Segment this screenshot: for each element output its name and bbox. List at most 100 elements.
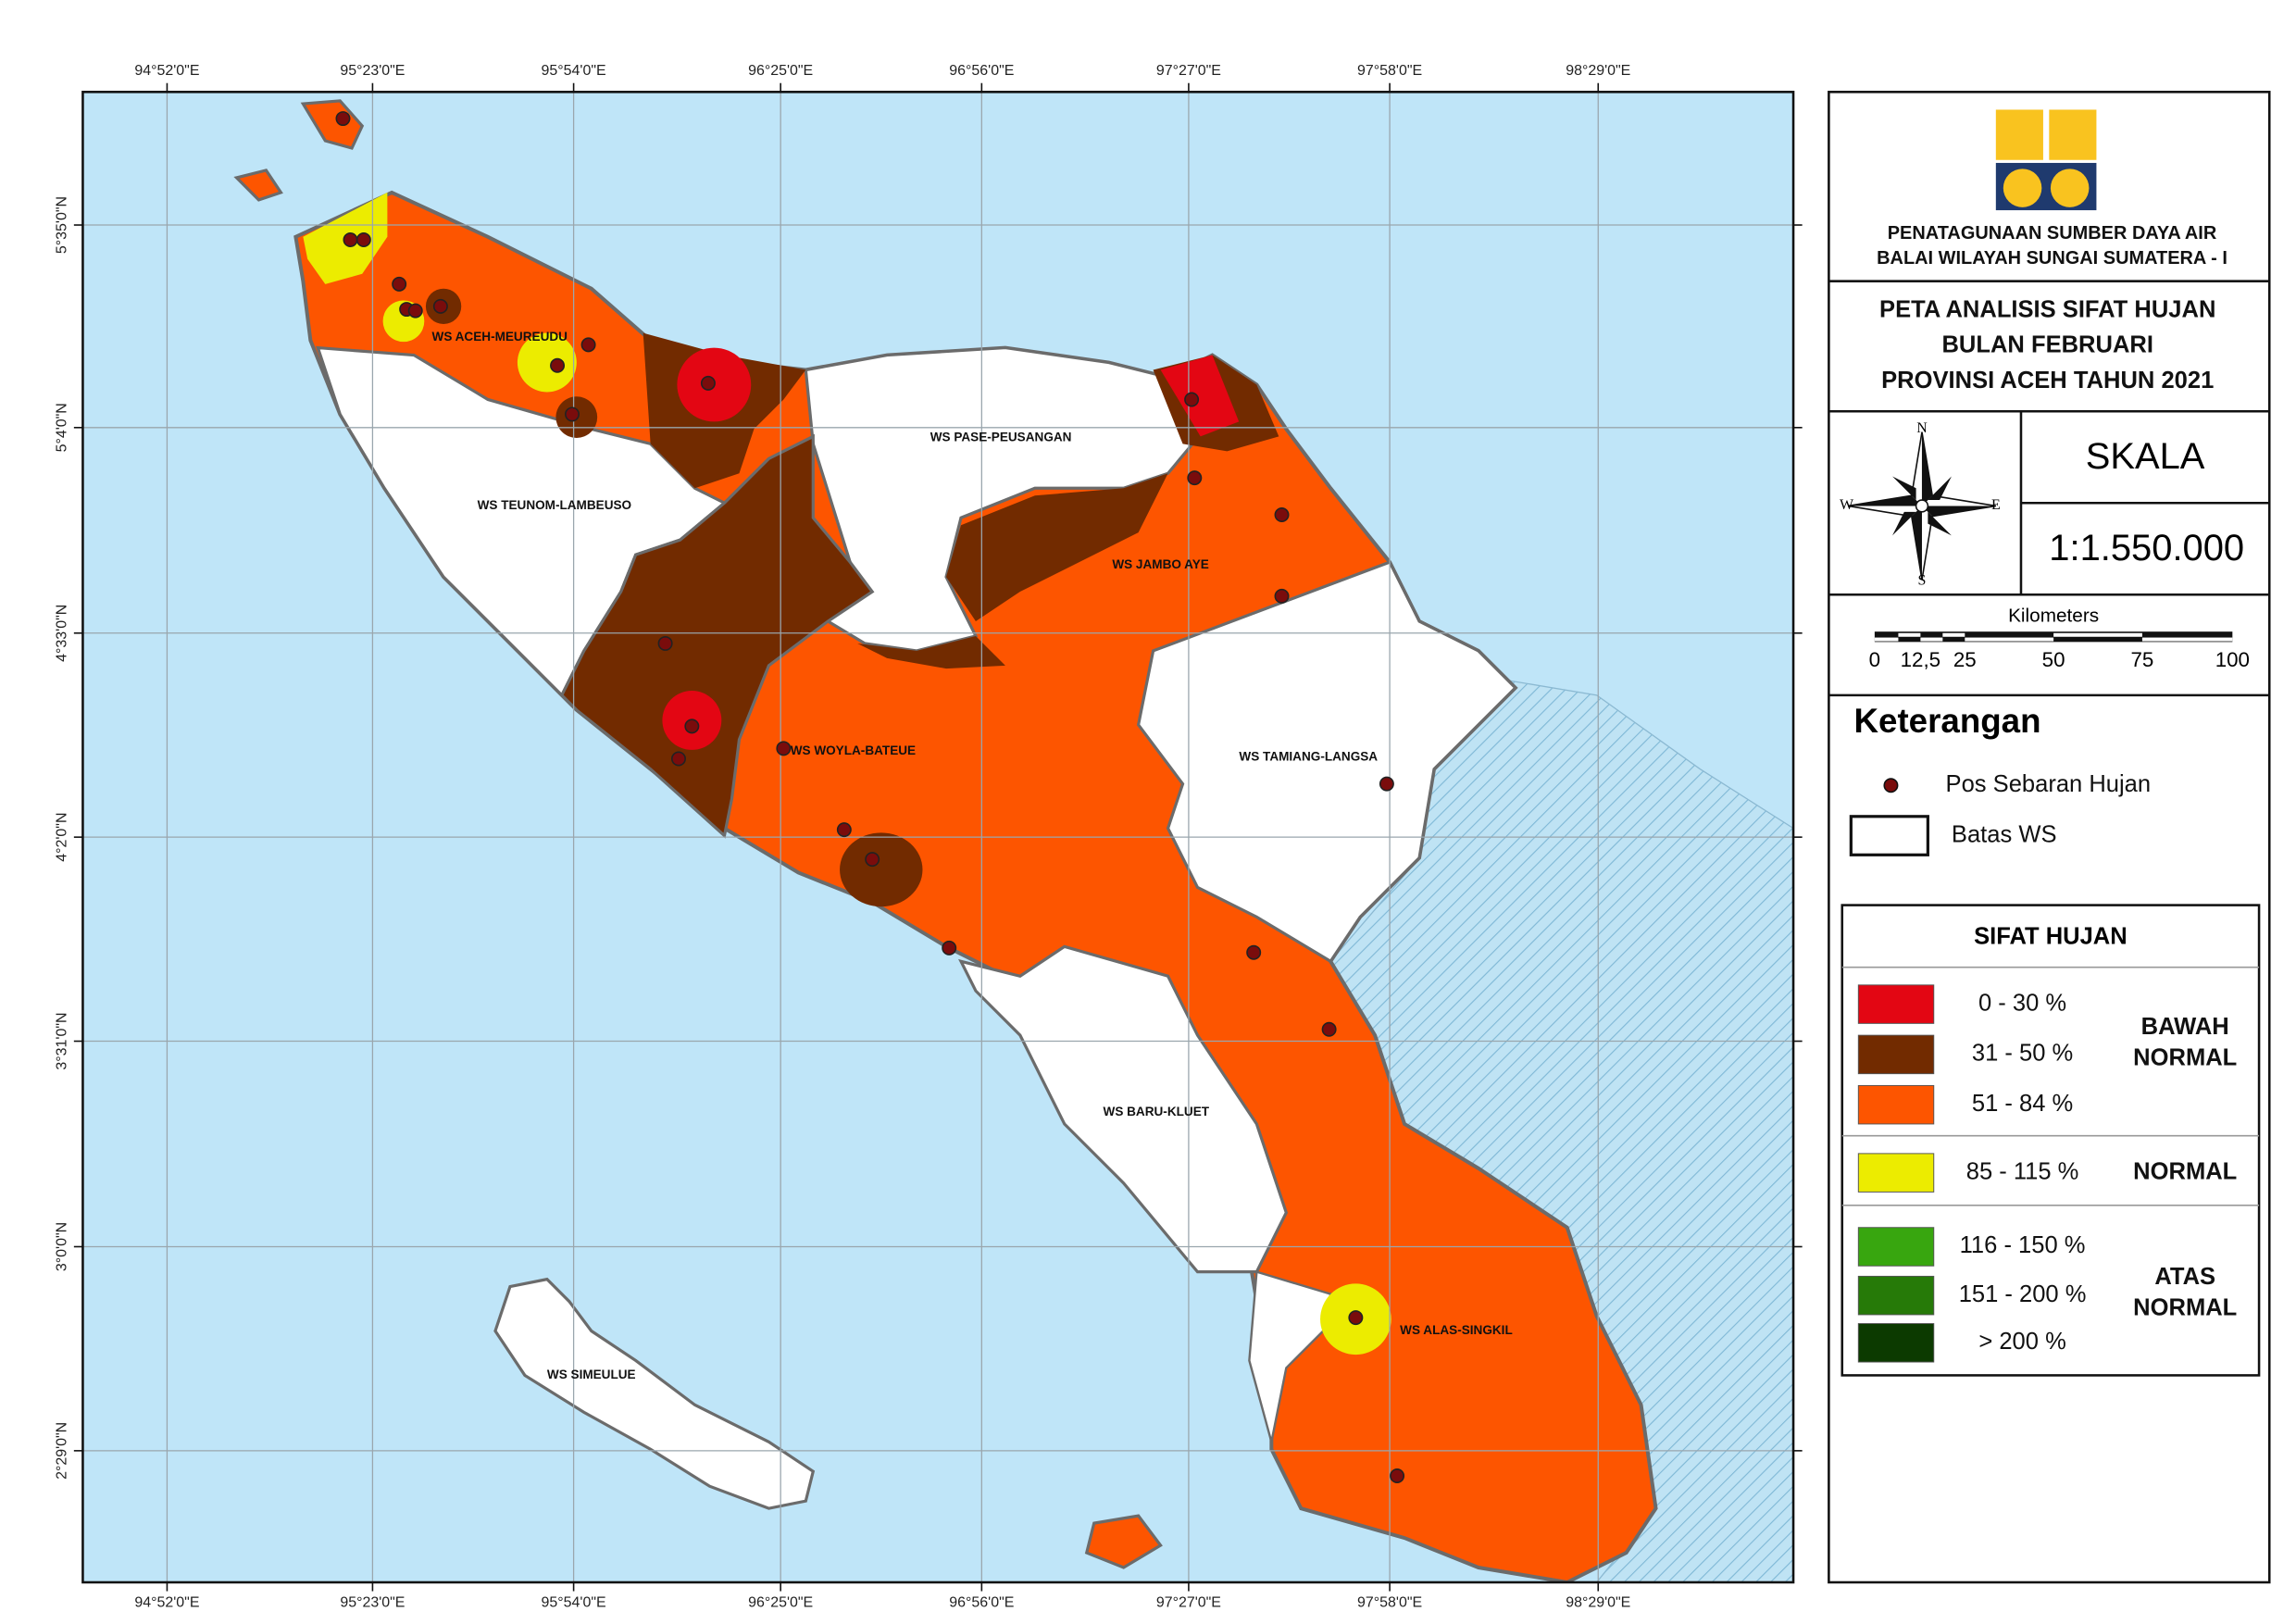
region-label: WS TAMIANG-LANGSA (1239, 749, 1378, 763)
island-small (233, 169, 283, 202)
rain-station (1184, 392, 1200, 407)
class-label: 116 - 150 % (1960, 1232, 2086, 1258)
longitude-label: 95°54'0"E (542, 1595, 606, 1611)
scale-tick-label: 100 (2215, 648, 2250, 671)
longitude-label: 97°58'0"E (1357, 63, 1422, 79)
ws-baru-kluet (958, 944, 1289, 1274)
compass-e: E (1991, 497, 2001, 513)
compass-rose (1848, 431, 1996, 581)
region-label: WS SIMEULUE (547, 1368, 636, 1381)
class-swatch (1857, 1153, 1935, 1193)
group-label: NORMAL (2133, 1044, 2237, 1070)
region-labels: WS ACEH-MEUREUDU WS PASE-PEUSANGAN WS TEUN… (432, 330, 1513, 1381)
scale-tick-label: 25 (1953, 648, 1977, 671)
boundary-symbol (1849, 815, 1929, 856)
latitude-label: 4°33'0"N (54, 605, 69, 662)
compass-s: S (1918, 573, 1927, 589)
zone-31-50 (559, 433, 875, 839)
graticule (82, 92, 1794, 1582)
latitude-label: 5°4'0"N (54, 403, 69, 452)
ws-tamiang-langsa (1136, 560, 1518, 964)
class-swatch (1857, 1084, 1935, 1125)
rain-station (407, 303, 423, 319)
compass-n: N (1916, 420, 1928, 436)
scale-bar (1874, 631, 2233, 643)
ws-alas-singkil-coast (1248, 1270, 1332, 1443)
legend-title: Keterangan (1854, 702, 2041, 740)
class-legend (1841, 904, 2261, 1377)
class-swatch (1857, 984, 1935, 1024)
rain-station (865, 852, 880, 868)
logo (1995, 109, 2097, 211)
region-label: WS ALAS-SINGKIL (1400, 1323, 1513, 1337)
org-line: BALAI WILAYAH SUNGAI SUMATERA - I (1877, 248, 2227, 269)
longitude-label: 97°27'0"E (1156, 1595, 1221, 1611)
class-items: 0 - 30 % 31 - 50 % 51 - 84 % 85 - 115 % 116 … (1857, 984, 2086, 1363)
rain-station (1274, 507, 1290, 523)
legend-boundary: Batas WS (1952, 821, 2057, 847)
rain-station (432, 298, 448, 314)
scale-tick-label: 50 (2042, 648, 2065, 671)
rain-station (1348, 1310, 1364, 1326)
group-label: NORMAL (2133, 1158, 2237, 1184)
rain-station (670, 751, 686, 767)
scale-tick-label: 75 (2130, 648, 2153, 671)
region-label: WS PASE-PEUSANGAN (930, 431, 1072, 444)
rain-station (657, 635, 673, 651)
longitude-label: 97°58'0"E (1357, 1595, 1422, 1611)
compass-w: W (1840, 497, 1854, 513)
rain-station (836, 822, 852, 838)
rain-station (1246, 944, 1262, 960)
region-label: WS ACEH-MEUREUDU (432, 330, 568, 344)
map-body (82, 92, 1794, 1582)
rain-station (565, 406, 580, 422)
rain-station (580, 337, 596, 353)
rain-station (1390, 1468, 1405, 1483)
latitude-label: 3°31'0"N (54, 1012, 69, 1069)
longitude-label: 98°29'0"E (1566, 63, 1630, 79)
longitude-label: 95°54'0"E (542, 63, 606, 79)
region-label: WS TEUNOM-LAMBEUSO (478, 498, 632, 512)
class-label: 31 - 50 % (1972, 1041, 2073, 1067)
region-label: WS BARU-KLUET (1104, 1105, 1210, 1118)
longitude-label: 96°56'0"E (949, 63, 1014, 79)
group-label: NORMAL (2133, 1294, 2237, 1320)
group-label: ATAS (2154, 1264, 2215, 1290)
station-symbol (1883, 778, 1899, 793)
map-title: PROVINSI ACEH TAHUN 2021 (1881, 368, 2214, 394)
class-groups: BAWAH NORMAL NORMAL ATAS NORMAL (2133, 1014, 2237, 1320)
rain-station (1321, 1021, 1337, 1037)
rain-station (1274, 588, 1290, 604)
class-swatch (1857, 1034, 1935, 1075)
rain-station (684, 718, 700, 734)
stations (335, 111, 1405, 1483)
class-swatch (1857, 1275, 1935, 1316)
rain-station (550, 357, 566, 373)
class-label: 85 - 115 % (1966, 1158, 2079, 1184)
scale-tick-label: 0 (1869, 648, 1880, 671)
rain-station (343, 232, 358, 247)
org-line: PENATAGUNAAN SUMBER DAYA AIR (1888, 223, 2217, 244)
coordinates: 94°52'0"E 94°52'0"E 95°23'0"E 95°23'0"E 95°5… (54, 63, 1803, 1611)
latitude-label: 3°0'0"N (54, 1222, 69, 1271)
map-title: BULAN FEBRUARI (1941, 332, 2153, 358)
zone-31-50 (840, 832, 923, 907)
zone-0-30 (1160, 355, 1240, 437)
group-label: BAWAH (2141, 1014, 2229, 1040)
rain-station (1379, 776, 1394, 792)
rain-station (942, 940, 957, 956)
longitude-label: 97°27'0"E (1156, 63, 1221, 79)
latitude-label: 5°35'0"N (54, 196, 69, 254)
class-label: 51 - 84 % (1972, 1091, 2073, 1117)
longitude-label: 94°52'0"E (134, 1595, 199, 1611)
longitude-label: 95°23'0"E (340, 1595, 405, 1611)
island-banyak (1084, 1514, 1163, 1569)
rain-station (356, 232, 371, 247)
longitude-label: 96°56'0"E (949, 1595, 1014, 1611)
class-label: > 200 % (1978, 1329, 2065, 1355)
zone-31-50 (946, 473, 1168, 621)
scale-unit: Kilometers (2008, 606, 2099, 627)
rain-station (335, 111, 351, 127)
